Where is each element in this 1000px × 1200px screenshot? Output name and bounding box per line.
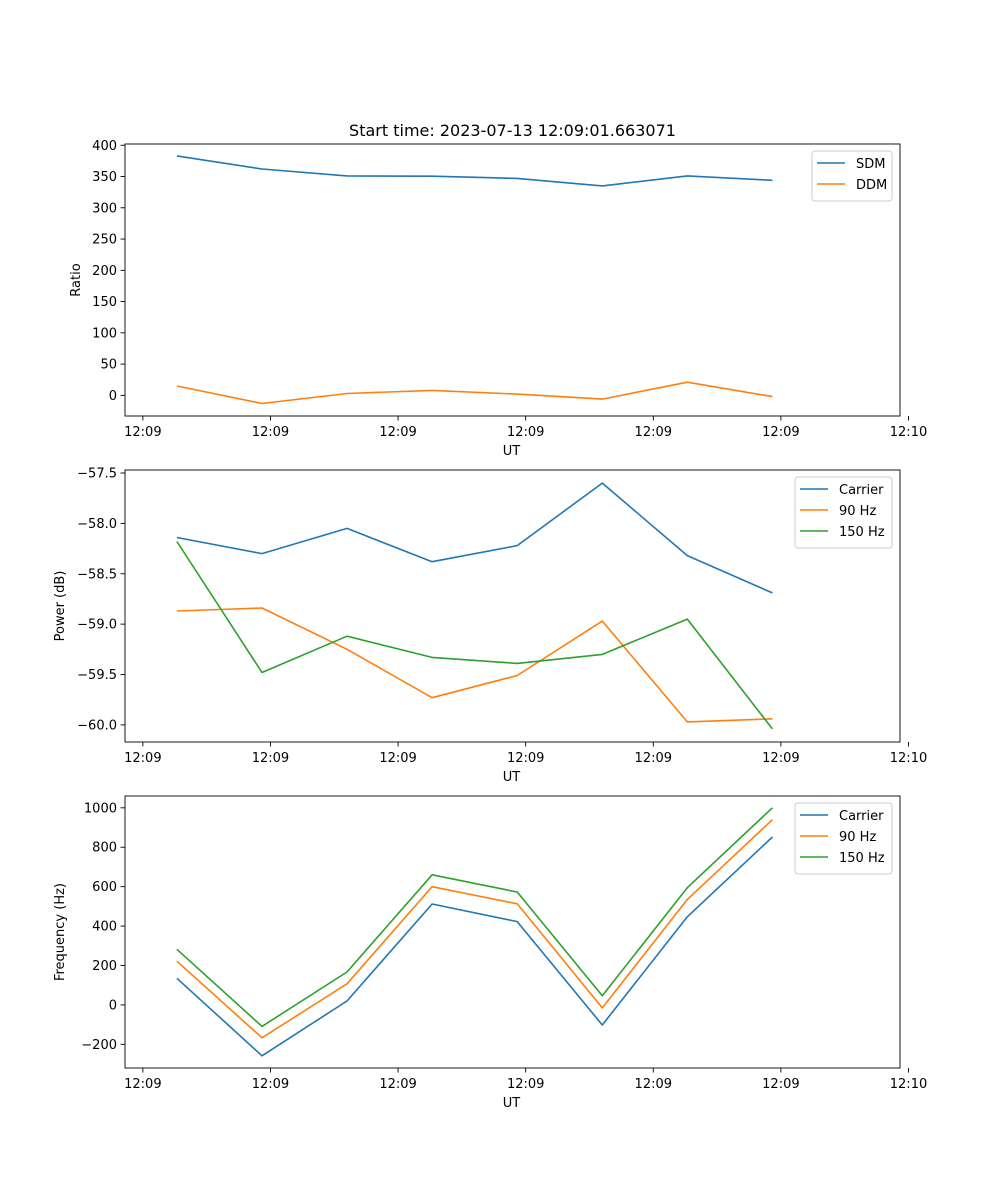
chart-2-series-150-hz-line <box>176 807 773 1028</box>
chart-2-legend-label-90-hz: 90 Hz <box>839 830 876 845</box>
chart-2-x-axis-label: UT <box>503 1096 521 1111</box>
chart-1-series-90-hz-line <box>176 607 773 723</box>
chart-0-y-tick-label-1: 350 <box>92 170 117 185</box>
chart-1-y-axis-label: Power (dB) <box>53 571 68 642</box>
chart-1-legend-label-90-hz: 90 Hz <box>839 504 876 519</box>
chart-1-series-150-hz-line <box>176 541 774 730</box>
chart-0-legend-label-sdm: SDM <box>856 157 885 172</box>
chart-2-x-tick-label-3: 12:09 <box>507 1077 544 1092</box>
chart-2-y-axis-label: Frequency (Hz) <box>53 883 68 981</box>
frequency-chart: 12:09 12:09 12:09 12:09 12:09 12:09 12:10 1000 8… <box>53 795 927 1111</box>
chart-0-x-axis-label: UT <box>503 444 521 459</box>
chart-1-y-tick-label-0: −57.5 <box>77 467 117 482</box>
chart-0-x-tick-label-5: 12:09 <box>762 425 799 440</box>
chart-2-x-tick-label-0: 12:09 <box>124 1077 161 1092</box>
chart-0-x-tick-label-3: 12:09 <box>507 425 544 440</box>
chart-2-x-tick-label-6: 12:10 <box>890 1077 927 1092</box>
chart-1-x-tick-label-4: 12:09 <box>635 751 672 766</box>
chart-2-y-tick-label-3: 400 <box>92 920 117 935</box>
chart-2-series-90-hz-line <box>176 819 773 1039</box>
chart-0-y-tick-label-2: 300 <box>92 201 117 216</box>
chart-0-y-tick-label-0: 400 <box>92 139 117 154</box>
chart-1-y-tick-label-1: −58.0 <box>77 517 117 532</box>
chart-2-series-carrier-line <box>176 836 773 1057</box>
chart-0-x-tick-label-0: 12:09 <box>124 425 161 440</box>
chart-0-legend-label-ddm: DDM <box>856 178 887 193</box>
chart-0-x-tick-label-4: 12:09 <box>635 425 672 440</box>
chart-1-x-tick-label-3: 12:09 <box>507 751 544 766</box>
chart-1-x-tick-label-5: 12:09 <box>762 751 799 766</box>
chart-1-y-tick-label-4: −59.5 <box>77 668 117 683</box>
chart-0-y-axis-label: Ratio <box>69 263 84 296</box>
chart-0-y-tick-label-8: 0 <box>109 389 117 404</box>
power-chart: 12:09 12:09 12:09 12:09 12:09 12:09 12:10 −57.5… <box>53 467 927 785</box>
figure-title: Start time: 2023-07-13 12:09:01.663071 <box>349 121 676 140</box>
chart-2-y-tick-label-6: −200 <box>81 1038 117 1053</box>
chart-2-y-tick-label-1: 800 <box>92 841 117 856</box>
chart-1-x-tick-label-2: 12:09 <box>379 751 416 766</box>
chart-0-y-tick-label-5: 150 <box>92 295 117 310</box>
chart-1-x-tick-label-6: 12:10 <box>890 751 927 766</box>
chart-2-y-tick-label-2: 600 <box>92 880 117 895</box>
chart-1-x-axis-label: UT <box>503 770 521 785</box>
chart-1-axes-frame <box>124 469 901 743</box>
chart-2-x-tick-label-5: 12:09 <box>762 1077 799 1092</box>
chart-2-x-tick-label-4: 12:09 <box>635 1077 672 1092</box>
chart-0-x-tick-label-1: 12:09 <box>252 425 289 440</box>
chart-0-y-tick-label-4: 200 <box>92 264 117 279</box>
chart-1-legend-label-150-hz: 150 Hz <box>839 525 885 540</box>
chart-2-x-tick-label-1: 12:09 <box>252 1077 289 1092</box>
chart-1-x-tick-label-0: 12:09 <box>124 751 161 766</box>
chart-2-y-tick-label-0: 1000 <box>84 801 117 816</box>
chart-0-x-tick-label-6: 12:10 <box>890 425 927 440</box>
chart-2-legend-label-carrier: Carrier <box>839 809 884 824</box>
chart-0-y-tick-label-7: 50 <box>100 358 117 373</box>
chart-0-y-tick-label-6: 100 <box>92 326 117 341</box>
chart-1-series-carrier-line <box>176 482 773 594</box>
chart-1-y-tick-label-2: −58.5 <box>77 567 117 582</box>
chart-2-legend-label-150-hz: 150 Hz <box>839 851 885 866</box>
chart-0-axes-frame <box>124 143 901 417</box>
chart-1-y-tick-label-3: −59.0 <box>77 618 117 633</box>
chart-0-series-sdm-line <box>176 155 773 187</box>
chart-2-axes-frame <box>124 795 901 1069</box>
chart-0-y-tick-label-3: 250 <box>92 233 117 248</box>
ratio-chart: 12:09 12:09 12:09 12:09 12:09 12:09 12:10 400 35… <box>69 139 927 459</box>
chart-2-x-tick-label-2: 12:09 <box>379 1077 416 1092</box>
chart-1-legend-label-carrier: Carrier <box>839 483 884 498</box>
chart-0-series-ddm-line <box>176 381 773 405</box>
chart-2-y-tick-label-5: 0 <box>109 998 117 1013</box>
chart-1-x-tick-label-1: 12:09 <box>252 751 289 766</box>
chart-1-y-tick-label-5: −60.0 <box>77 718 117 733</box>
chart-0-x-tick-label-2: 12:09 <box>379 425 416 440</box>
chart-2-y-tick-label-4: 200 <box>92 959 117 974</box>
